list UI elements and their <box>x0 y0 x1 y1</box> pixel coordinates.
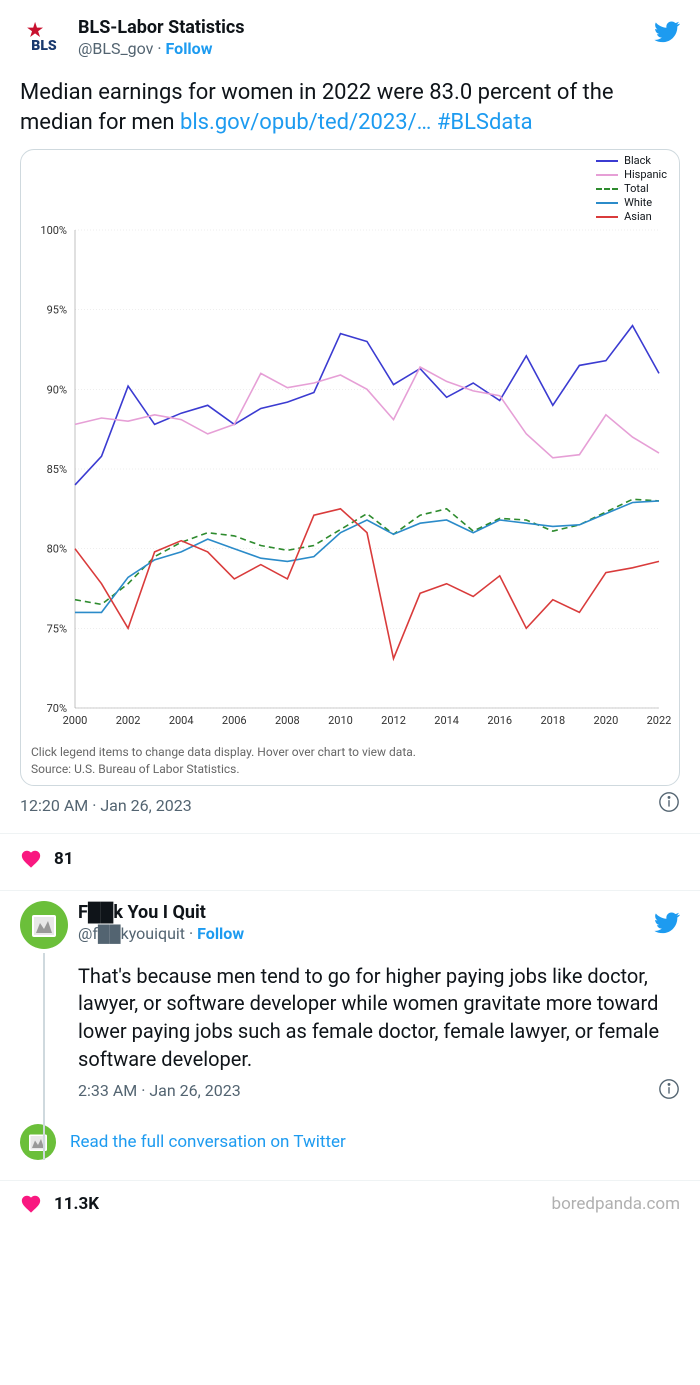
reply-text: That's because men tend to go for higher… <box>78 963 680 1073</box>
svg-text:2002: 2002 <box>116 714 141 727</box>
tweet-header: F██k You I Quit @f██kyouiquit · Follow <box>20 901 680 949</box>
svg-text:2016: 2016 <box>487 714 512 727</box>
svg-text:90%: 90% <box>47 384 67 397</box>
handle-row: @f██kyouiquit · Follow <box>78 924 680 945</box>
svg-text:2020: 2020 <box>594 714 619 727</box>
like-count: 81 <box>54 849 74 869</box>
avatar-illustration <box>24 905 64 945</box>
tweet-hashtag[interactable]: #BLSdata <box>437 110 533 135</box>
line-chart[interactable]: 70%75%80%85%90%95%100%200020022004200620… <box>27 156 671 736</box>
svg-text:80%: 80% <box>47 543 67 556</box>
like-row[interactable]: 81 <box>0 834 700 884</box>
read-full-row[interactable]: Read the full conversation on Twitter <box>0 1112 700 1174</box>
svg-text:100%: 100% <box>40 224 67 237</box>
author-handle[interactable]: @BLS_gov <box>78 39 153 58</box>
svg-text:2012: 2012 <box>381 714 406 727</box>
legend-item[interactable]: Asian <box>596 210 667 223</box>
tweet-timestamp[interactable]: 12:20 AM · Jan 26, 2023 <box>20 796 680 815</box>
svg-text:2008: 2008 <box>275 714 300 727</box>
svg-text:95%: 95% <box>47 304 67 317</box>
avatar-small <box>20 1124 56 1160</box>
tweet-reply: F██k You I Quit @f██kyouiquit · Follow T… <box>0 891 700 1112</box>
svg-text:2000: 2000 <box>63 714 88 727</box>
reply-timestamp[interactable]: 2:33 AM · Jan 26, 2023 <box>78 1081 680 1100</box>
tweet-url[interactable]: bls.gov/opub/ted/2023/… <box>180 110 431 135</box>
avatar-illustration <box>23 1127 53 1157</box>
chart-area: 70%75%80%85%90%95%100%200020022004200620… <box>21 150 679 740</box>
legend-item[interactable]: Black <box>596 154 667 167</box>
thread-line <box>43 953 45 1160</box>
avatar-reply[interactable] <box>20 901 68 949</box>
info-icon[interactable] <box>658 1078 680 1100</box>
avatar-bls[interactable]: ★ BLS <box>20 16 68 64</box>
svg-text:2004: 2004 <box>169 714 194 727</box>
tweet-header: ★ BLS BLS-Labor Statistics @BLS_gov · Fo… <box>20 16 680 64</box>
svg-text:85%: 85% <box>47 463 67 476</box>
like-count: 11.3K <box>54 1194 99 1214</box>
read-full-link[interactable]: Read the full conversation on Twitter <box>70 1132 346 1152</box>
like-row[interactable]: 11.3K <box>20 1193 99 1215</box>
tweet-bls: ★ BLS BLS-Labor Statistics @BLS_gov · Fo… <box>0 0 700 827</box>
legend-item[interactable]: Total <box>596 182 667 195</box>
caption-line2: Source: U.S. Bureau of Labor Statistics. <box>31 762 240 776</box>
chart-card: 70%75%80%85%90%95%100%200020022004200620… <box>20 149 680 785</box>
user-block: BLS-Labor Statistics @BLS_gov · Follow <box>78 16 680 60</box>
svg-text:2018: 2018 <box>540 714 565 727</box>
svg-text:2014: 2014 <box>434 714 459 727</box>
info-icon[interactable] <box>658 791 680 813</box>
svg-text:2010: 2010 <box>328 714 353 727</box>
svg-text:2022: 2022 <box>647 714 671 727</box>
follow-link[interactable]: Follow <box>197 924 244 943</box>
handle-row: @BLS_gov · Follow <box>78 39 680 60</box>
watermark: boredpanda.com <box>552 1194 680 1214</box>
tweet-text: Median earnings for women in 2022 were 8… <box>20 78 680 137</box>
twitter-icon <box>652 18 680 46</box>
legend-item[interactable]: White <box>596 196 667 209</box>
chart-legend[interactable]: BlackHispanicTotalWhiteAsian <box>596 154 667 224</box>
bls-logo-text: BLS <box>31 38 56 54</box>
user-block: F██k You I Quit @f██kyouiquit · Follow <box>78 901 680 945</box>
author-name[interactable]: BLS-Labor Statistics <box>78 16 680 39</box>
heart-icon <box>20 1193 42 1215</box>
heart-icon <box>20 848 42 870</box>
author-handle[interactable]: @f██kyouiquit <box>78 924 185 943</box>
author-name[interactable]: F██k You I Quit <box>78 901 680 924</box>
caption-line1: Click legend items to change data displa… <box>31 745 416 759</box>
twitter-icon <box>652 909 680 937</box>
follow-link[interactable]: Follow <box>166 39 213 58</box>
chart-caption: Click legend items to change data displa… <box>21 740 679 784</box>
footer-row: 11.3K boredpanda.com <box>0 1181 700 1231</box>
svg-text:75%: 75% <box>47 623 67 636</box>
reply-body: That's because men tend to go for higher… <box>78 963 680 1100</box>
svg-text:2006: 2006 <box>222 714 247 727</box>
legend-item[interactable]: Hispanic <box>596 168 667 181</box>
